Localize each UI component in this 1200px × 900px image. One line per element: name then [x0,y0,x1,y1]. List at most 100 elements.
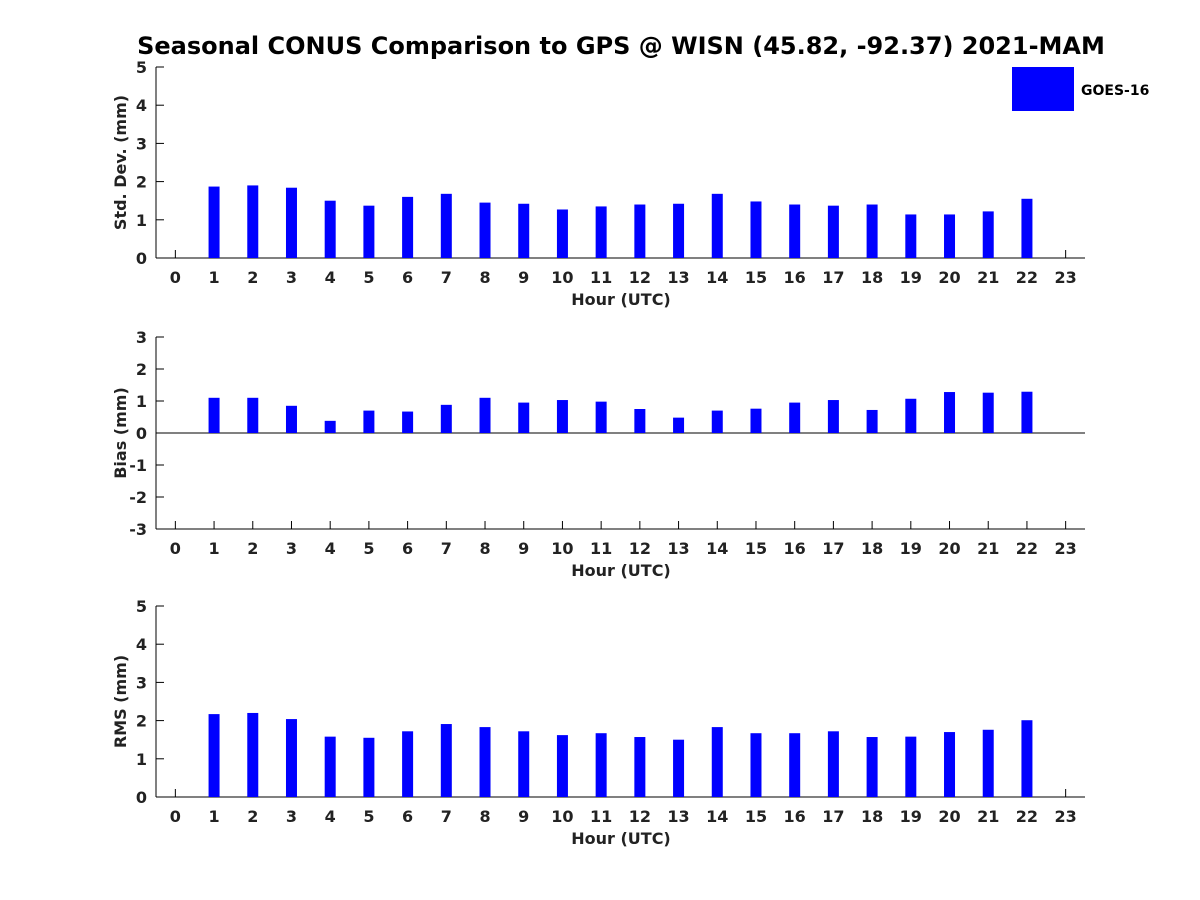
bar-hour-16 [789,402,801,433]
x-tick-label: 12 [629,807,651,826]
bar-hour-17 [827,731,839,797]
x-tick-label: 7 [441,539,452,558]
x-tick-label: 20 [938,268,960,287]
x-tick-label: 14 [706,807,728,826]
x-tick-label: 9 [518,807,529,826]
bar-hour-15 [750,733,762,797]
x-tick-label: 3 [286,268,297,287]
y-tick-label: 4 [136,96,147,115]
bar-hour-12 [634,737,646,797]
x-tick-label: 2 [247,807,258,826]
x-axis-label: Hour (UTC) [571,290,671,309]
x-tick-label: 1 [208,539,219,558]
x-tick-label: 18 [861,268,883,287]
bar-hour-15 [750,408,762,433]
bar-hour-9 [518,731,530,797]
y-tick-label: 1 [136,211,147,230]
x-tick-label: 11 [590,807,612,826]
bar-hour-10 [556,209,568,258]
bar-hour-14 [711,193,723,258]
x-tick-label: 5 [363,539,374,558]
bar-hour-20 [944,732,956,797]
bar-hour-10 [556,400,568,433]
x-tick-label: 19 [900,807,922,826]
x-tick-label: 11 [590,539,612,558]
x-tick-label: 17 [822,807,844,826]
chart-title: Seasonal CONUS Comparison to GPS @ WISN … [137,32,1105,60]
x-tick-label: 19 [900,539,922,558]
x-tick-label: 16 [784,539,806,558]
bar-hour-9 [518,402,530,433]
y-tick-label: 3 [136,328,147,347]
x-tick-label: 1 [208,268,219,287]
bar-hour-19 [905,398,917,433]
x-tick-label: 3 [286,539,297,558]
legend-label: GOES-16 [1081,83,1149,99]
x-tick-label: 10 [551,539,573,558]
x-tick-label: 22 [1016,539,1038,558]
x-tick-label: 19 [900,268,922,287]
bar-hour-1 [208,714,220,797]
bar-hour-5 [363,737,375,797]
y-tick-label: 0 [136,424,147,443]
x-tick-label: 23 [1055,807,1077,826]
x-tick-label: 17 [822,539,844,558]
bar-hour-13 [673,203,685,258]
bar-hour-5 [363,410,375,433]
bar-hour-12 [634,409,646,433]
y-axis-label: Std. Dev. (mm) [111,95,130,230]
x-tick-label: 8 [479,268,490,287]
y-tick-label: 4 [136,635,147,654]
bar-hour-15 [750,201,762,258]
bar-hour-20 [944,214,956,258]
bar-hour-4 [324,200,336,258]
x-tick-label: 18 [861,807,883,826]
x-tick-label: 4 [325,807,336,826]
bar-hour-17 [827,205,839,258]
x-tick-label: 9 [518,268,529,287]
bar-hour-2 [247,185,259,258]
legend: GOES-16 [1012,67,1149,111]
x-tick-label: 15 [745,807,767,826]
x-tick-label: 11 [590,268,612,287]
bar-hour-2 [247,397,259,433]
x-tick-label: 2 [247,539,258,558]
x-tick-label: 13 [667,807,689,826]
x-tick-label: 4 [325,268,336,287]
bar-hour-10 [556,735,568,797]
y-tick-label: -1 [129,456,147,475]
bar-hour-1 [208,397,220,433]
x-tick-label: 15 [745,539,767,558]
bar-hour-18 [866,409,878,433]
y-axis-label: Bias (mm) [111,387,130,479]
x-tick-label: 16 [784,268,806,287]
x-tick-label: 20 [938,807,960,826]
x-axis-label: Hour (UTC) [571,561,671,580]
x-tick-label: 12 [629,268,651,287]
y-tick-label: 5 [136,597,147,616]
x-tick-label: 21 [977,539,999,558]
bar-hour-21 [982,211,994,258]
y-tick-label: 1 [136,750,147,769]
x-tick-label: 0 [170,807,181,826]
bar-hour-11 [595,733,607,797]
bar-hour-16 [789,204,801,258]
x-tick-label: 14 [706,539,728,558]
x-tick-label: 2 [247,268,258,287]
x-tick-label: 14 [706,268,728,287]
x-tick-label: 23 [1055,268,1077,287]
x-tick-label: 17 [822,268,844,287]
legend-swatch [1012,67,1074,111]
bar-hour-21 [982,729,994,797]
bar-hour-7 [440,193,452,258]
y-tick-label: 1 [136,392,147,411]
x-tick-label: 8 [479,807,490,826]
x-tick-label: 16 [784,807,806,826]
bar-hour-6 [402,731,414,797]
y-tick-label: 2 [136,360,147,379]
x-tick-label: 23 [1055,539,1077,558]
